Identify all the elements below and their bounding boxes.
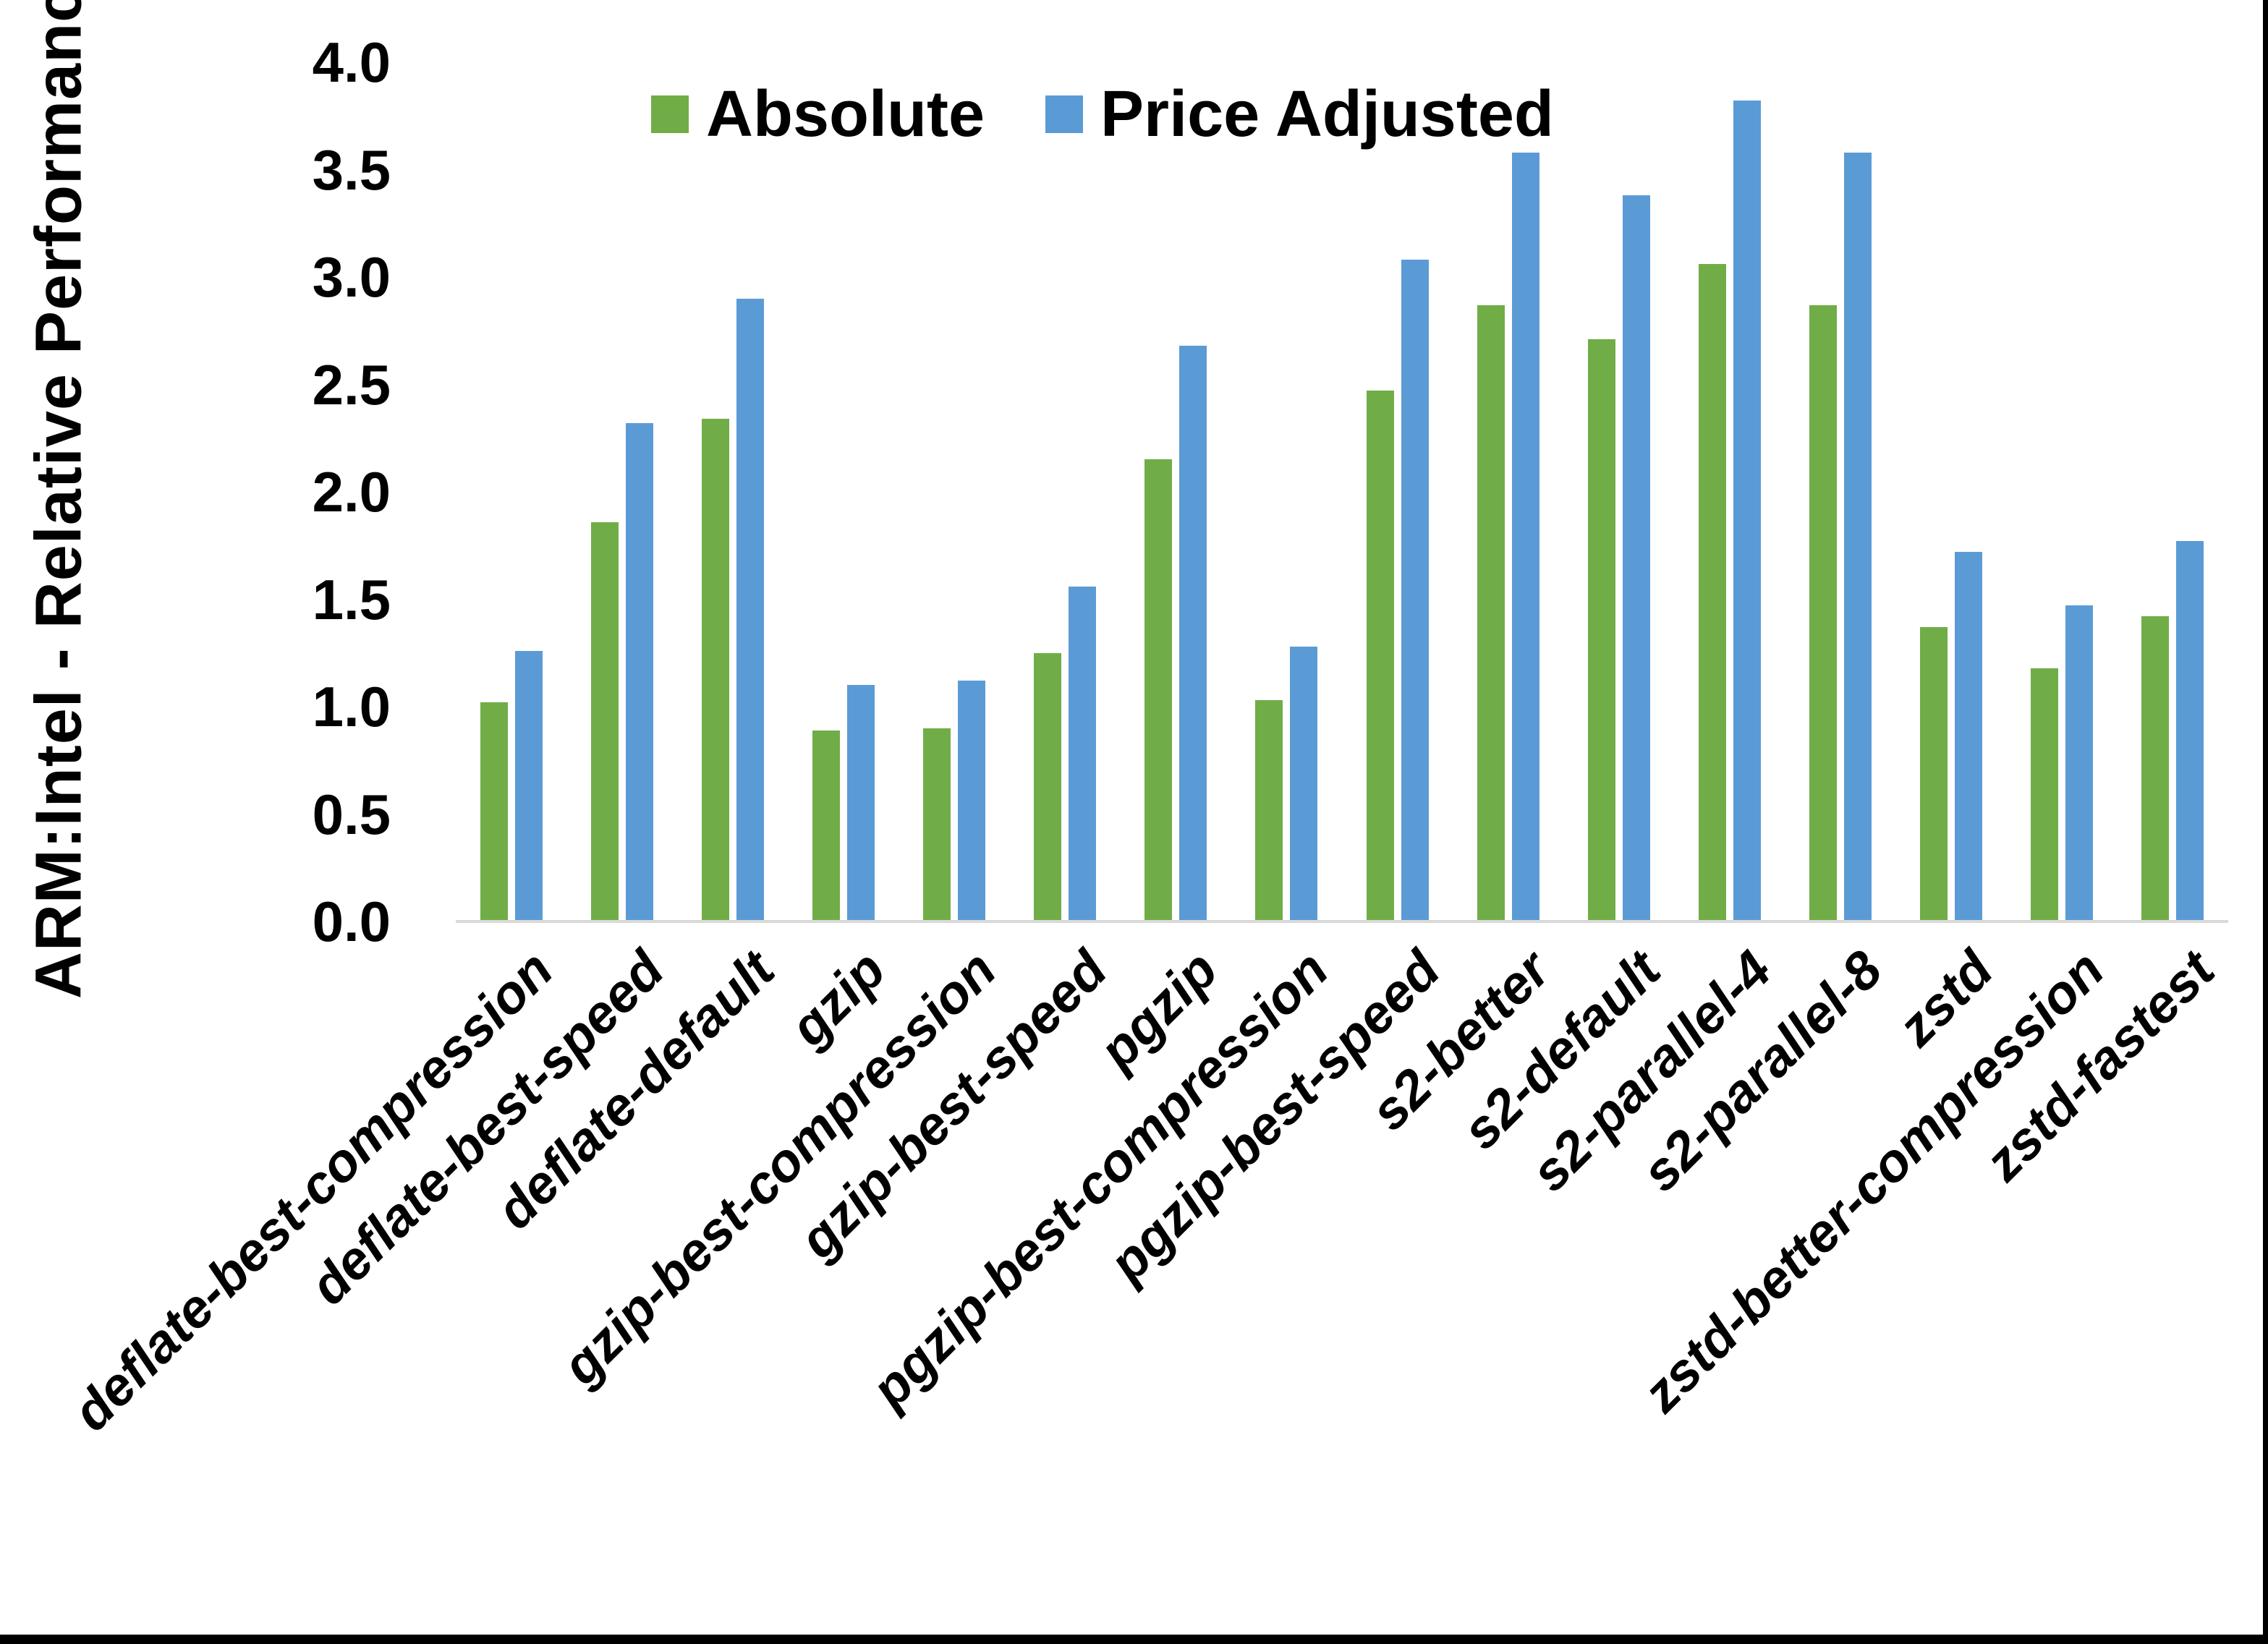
legend-label-price-adjusted: Price Adjusted (1100, 78, 1554, 150)
legend: Absolute Price Adjusted (651, 78, 1554, 150)
bar-price-adjusted-s2-parallel-8 (1844, 153, 1872, 921)
bar-absolute-deflate-best-compression (480, 702, 508, 921)
bar-group-deflate-best-compression (456, 62, 566, 921)
y-tick-label: 3.0 (312, 245, 391, 309)
frame-border-right (2263, 0, 2268, 1644)
y-tick-label: 3.5 (312, 138, 391, 202)
bar-price-adjusted-zstd (1955, 552, 1983, 921)
bar-absolute-s2-default (1587, 339, 1615, 921)
legend-swatch-absolute (651, 95, 689, 133)
bar-absolute-zstd-better-compression (2031, 668, 2059, 921)
bar-group-s2-default (1563, 62, 1674, 921)
legend-item-price-adjusted: Price Adjusted (1045, 78, 1554, 150)
x-axis-line (456, 920, 2228, 923)
bar-price-adjusted-pgzip (1179, 346, 1207, 921)
y-tick-label: 1.5 (312, 568, 391, 631)
legend-swatch-price-adjusted (1045, 95, 1084, 133)
bar-group-gzip-best-compression (899, 62, 1010, 921)
bar-price-adjusted-pgzip-best-speed (1401, 260, 1429, 921)
bar-price-adjusted-gzip (846, 685, 875, 921)
bar-absolute-gzip-best-compression (923, 728, 951, 921)
bar-group-s2-better (1453, 62, 1563, 921)
bar-group-s2-parallel-4 (1674, 62, 1785, 921)
bar-price-adjusted-zstd-better-compression (2065, 605, 2094, 921)
plot-area (456, 62, 2228, 923)
y-tick-label: 0.0 (312, 890, 391, 953)
bar-absolute-deflate-best-speed (590, 522, 619, 921)
bar-price-adjusted-deflate-best-speed (625, 423, 653, 921)
bar-price-adjusted-gzip-best-compression (958, 681, 986, 921)
y-tick-label: 4.0 (312, 30, 391, 94)
bar-group-s2-parallel-8 (1785, 62, 1896, 921)
legend-label-absolute: Absolute (706, 78, 985, 150)
bar-price-adjusted-s2-better (1511, 153, 1539, 921)
bar-price-adjusted-deflate-best-compression (514, 651, 543, 921)
bar-group-zstd-fastest (2118, 62, 2228, 921)
legend-item-absolute: Absolute (651, 78, 985, 150)
bar-absolute-gzip (812, 731, 840, 921)
y-tick-label: 0.5 (312, 783, 391, 846)
bar-price-adjusted-s2-default (1622, 195, 1650, 921)
bar-absolute-gzip-best-speed (1034, 653, 1062, 921)
bar-group-pgzip-best-speed (1342, 62, 1453, 921)
y-tick-label: 1.0 (312, 675, 391, 738)
bar-price-adjusted-deflate-default (736, 299, 764, 921)
bar-group-deflate-best-speed (566, 62, 677, 921)
bar-absolute-zstd (1920, 627, 1948, 921)
bar-price-adjusted-gzip-best-speed (1069, 587, 1097, 921)
bar-price-adjusted-pgzip-best-compression (1290, 647, 1318, 921)
bar-absolute-s2-parallel-4 (1698, 264, 1726, 921)
frame-border-bottom (0, 1635, 2268, 1644)
bar-absolute-pgzip-best-speed (1366, 391, 1394, 921)
bar-group-deflate-default (677, 62, 788, 921)
bar-group-gzip-best-speed (1010, 62, 1121, 921)
bar-group-pgzip-best-compression (1231, 62, 1342, 921)
x-axis-label-deflate-best-compression: deflate-best-compression (61, 939, 565, 1443)
bar-price-adjusted-s2-parallel-4 (1733, 101, 1761, 921)
y-tick-label: 2.5 (312, 353, 391, 417)
bar-price-adjusted-zstd-fastest (2176, 541, 2204, 921)
bar-group-pgzip (1121, 62, 1231, 921)
bar-group-zstd-better-compression (2007, 62, 2118, 921)
bar-group-gzip (788, 62, 899, 921)
bar-groups (456, 62, 2228, 921)
bar-absolute-s2-parallel-8 (1809, 305, 1838, 921)
y-tick-label: 2.0 (312, 460, 391, 524)
bar-absolute-pgzip (1144, 459, 1173, 921)
bar-absolute-zstd-fastest (2141, 616, 2170, 921)
bar-absolute-pgzip-best-compression (1255, 700, 1283, 921)
bar-absolute-deflate-default (701, 419, 729, 921)
bar-absolute-s2-better (1477, 305, 1505, 921)
bar-group-zstd (1896, 62, 2007, 921)
